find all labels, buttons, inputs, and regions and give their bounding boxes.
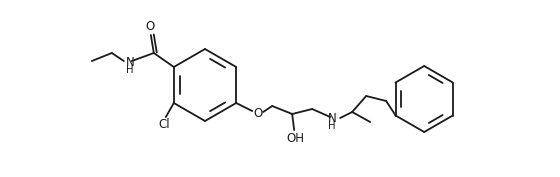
Text: N: N <box>328 112 337 124</box>
Text: Cl: Cl <box>158 118 170 132</box>
Text: H: H <box>126 65 134 75</box>
Text: H: H <box>328 121 336 131</box>
Text: N: N <box>125 56 134 68</box>
Text: O: O <box>254 107 263 119</box>
Text: O: O <box>145 21 155 33</box>
Text: OH: OH <box>286 133 304 145</box>
